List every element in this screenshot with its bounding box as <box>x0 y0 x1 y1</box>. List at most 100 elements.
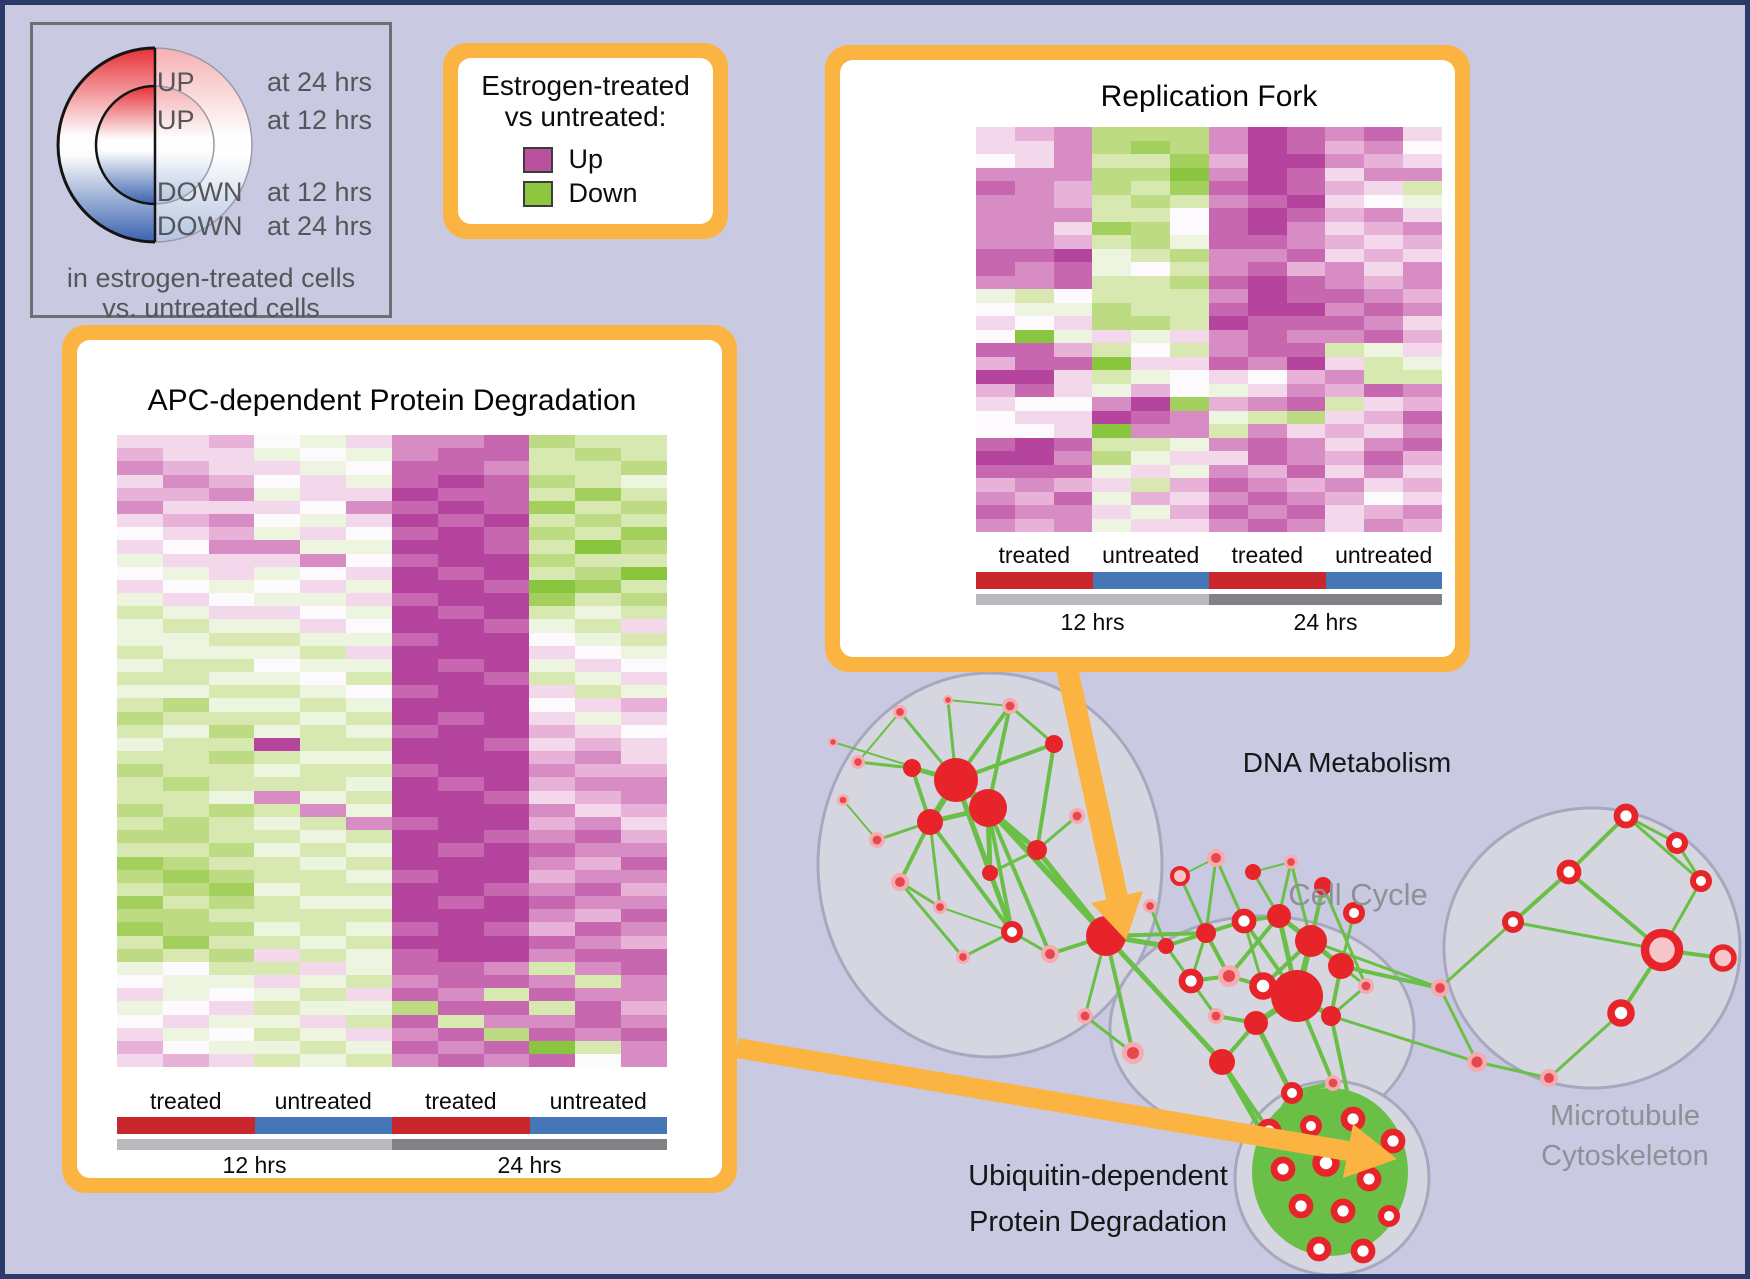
heatmap-cell <box>254 790 301 804</box>
network-node-ring <box>1380 1128 1406 1154</box>
network-node-solid <box>1295 925 1327 957</box>
heatmap-cell <box>1053 262 1093 276</box>
heatmap-cell <box>254 619 301 633</box>
heatmap-cell <box>117 882 163 897</box>
heatmap-cell <box>1014 167 1054 181</box>
heatmap-cell <box>575 658 622 673</box>
heatmap-cell <box>1170 262 1209 276</box>
heatmap-cell <box>575 698 622 712</box>
apc-time-bars <box>117 1139 667 1150</box>
heatmap-cell <box>1325 127 1365 141</box>
heatmap-cell <box>162 527 209 541</box>
heatmap-cell <box>208 777 255 791</box>
heatmap-cell <box>1247 383 1287 397</box>
heatmap-cell <box>1053 248 1093 262</box>
heatmap-cell <box>346 448 392 462</box>
heatmap-cell <box>483 619 530 633</box>
heatmap-cell <box>1325 370 1365 384</box>
panel-to-cluster-arrowhead <box>1343 1124 1397 1178</box>
heatmap-cell <box>1208 262 1248 276</box>
network-node-ring <box>1350 1238 1376 1264</box>
heatmap-cell <box>391 448 438 462</box>
estrogen-legend-title-line1: Estrogen-treated <box>481 70 690 101</box>
heatmap-cell <box>254 724 301 738</box>
heatmap-cell <box>976 289 1015 303</box>
heatmap-cell <box>575 566 622 580</box>
heatmap-cell <box>575 869 622 883</box>
heatmap-cell <box>1403 410 1442 424</box>
heatmap-cell <box>1247 518 1287 532</box>
heatmap-cell <box>1053 235 1093 249</box>
heatmap-cell <box>437 1027 484 1041</box>
heatmap-cell <box>254 711 301 725</box>
heatmap-cell <box>162 1054 209 1068</box>
heatmap-cell <box>1053 370 1093 384</box>
heatmap-cell <box>1325 397 1365 411</box>
heatmap-cell <box>1403 491 1442 505</box>
heatmap-cell <box>208 579 255 594</box>
heatmap-cell <box>162 869 209 883</box>
heatmap-cell <box>254 1040 301 1055</box>
heatmap-row <box>117 658 667 673</box>
heatmap-cell <box>117 658 163 673</box>
heatmap-cell <box>1403 316 1442 330</box>
heatmap-cell <box>483 961 530 976</box>
heatmap-cell <box>346 751 392 765</box>
network-edge <box>1625 814 1702 883</box>
heatmap-cell <box>208 593 255 607</box>
heatmap-row <box>117 632 667 646</box>
heatmap-cell <box>300 593 347 607</box>
heatmap-cell <box>300 896 347 910</box>
time-label: 24 hrs <box>497 1152 562 1178</box>
heatmap-cell <box>391 500 438 515</box>
heatmap-cell <box>976 437 1015 451</box>
heatmap-cell <box>117 856 163 870</box>
heatmap-cell <box>621 869 667 883</box>
network-node-halo-core <box>1471 1056 1483 1068</box>
heatmap-row <box>117 975 667 989</box>
heatmap-row <box>117 935 667 949</box>
heatmap-row <box>976 154 1442 168</box>
heatmap-cell <box>208 711 255 725</box>
heatmap-cell <box>437 698 484 712</box>
heatmap-cell <box>162 790 209 804</box>
heatmap-cell <box>300 632 347 646</box>
heatmap-cell <box>391 1014 438 1028</box>
heatmap-cell <box>391 461 438 475</box>
heatmap-cell <box>1403 478 1442 492</box>
heatmap-cell <box>437 843 484 857</box>
heatmap-cell <box>621 474 667 488</box>
heatmap-cell <box>529 685 576 699</box>
heatmap-cell <box>1364 410 1404 424</box>
cluster-ellipse-microtubule-cytoskeleton <box>1442 806 1742 1090</box>
heatmap-cell <box>1170 437 1209 451</box>
heatmap-cell <box>529 698 576 712</box>
heatmap-cell <box>1092 289 1132 303</box>
heatmap-cell <box>437 461 484 475</box>
heatmap-cell <box>575 948 622 962</box>
heatmap-cell <box>254 935 301 949</box>
heatmap-cell <box>162 619 209 633</box>
heatmap-cell <box>1014 302 1054 316</box>
heatmap-cell <box>1092 275 1132 289</box>
left-outline-inner <box>94 84 156 206</box>
heatmap-cell <box>162 896 209 910</box>
heatmap-cell <box>1014 424 1054 438</box>
heatmap-cell <box>1286 208 1326 222</box>
heatmap-cell <box>391 619 438 633</box>
heatmap-cell <box>1053 194 1093 208</box>
heatmap-cell <box>1092 262 1132 276</box>
heatmap-row <box>117 619 667 633</box>
heatmap-cell <box>1364 262 1404 276</box>
heatmap-cell <box>391 487 438 501</box>
heatmap-cell <box>208 658 255 673</box>
network-node-ring <box>1607 999 1635 1027</box>
heatmap-cell <box>1286 289 1326 303</box>
heatmap-cell <box>483 1014 530 1028</box>
heatmap-cell <box>575 803 622 817</box>
heatmap-cell <box>529 579 576 594</box>
heatmap-cell <box>1286 235 1326 249</box>
heatmap-cell <box>391 1027 438 1041</box>
heatmap-cell <box>208 803 255 817</box>
